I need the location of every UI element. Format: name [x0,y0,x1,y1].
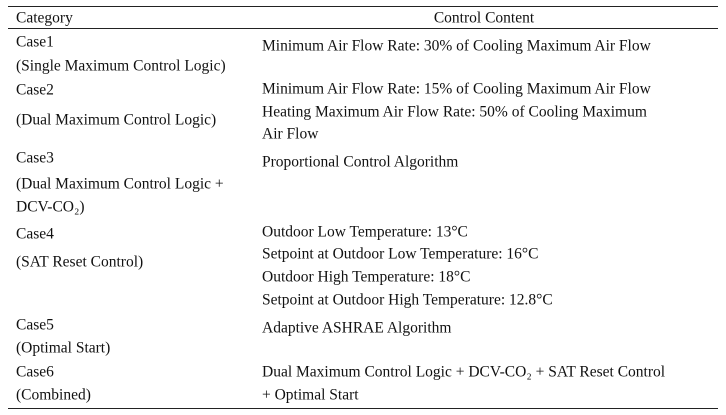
header-category: Category [16,9,73,27]
category-line: Case2 [16,81,54,99]
content-line: + Optimal Start [262,386,359,404]
content-line: Outdoor High Temperature: 18°C [262,268,471,286]
category-line: (Combined) [16,386,91,404]
category-line: Case1 [16,33,54,51]
content-line: Adaptive ASHRAE Algorithm [262,319,452,337]
bottom-rule [8,408,718,409]
category-line: (Single Maximum Control Logic) [16,57,226,75]
content-line: Dual Maximum Control Logic + DCV-CO₂ + S… [262,363,666,381]
header-rule [8,28,718,29]
category-line: Case3 [16,149,54,167]
header-content: Control Content [433,9,535,27]
content-line: Minimum Air Flow Rate: 30% of Cooling Ma… [262,37,651,55]
content-line: Outdoor Low Temperature: 13°C [262,223,468,241]
content-line: Setpoint at Outdoor High Temperature: 12… [262,291,553,309]
content-line: Setpoint at Outdoor Low Temperature: 16°… [262,245,539,263]
category-line: (Dual Maximum Control Logic) [16,111,217,129]
category-line: Case5 [16,316,54,334]
category-line: (Dual Maximum Control Logic + [16,175,224,193]
category-line: Case4 [16,225,54,243]
top-rule [8,6,718,7]
category-line: Case6 [16,363,54,381]
content-line: Minimum Air Flow Rate: 15% of Cooling Ma… [262,80,651,98]
category-line: DCV-CO₂) [16,198,85,216]
category-line: (Optimal Start) [16,339,111,357]
category-line: (SAT Reset Control) [16,253,144,271]
content-line: Proportional Control Algorithm [262,153,459,171]
content-line: Heating Maximum Air Flow Rate: 50% of Co… [262,103,647,121]
content-line: Air Flow [262,125,319,143]
